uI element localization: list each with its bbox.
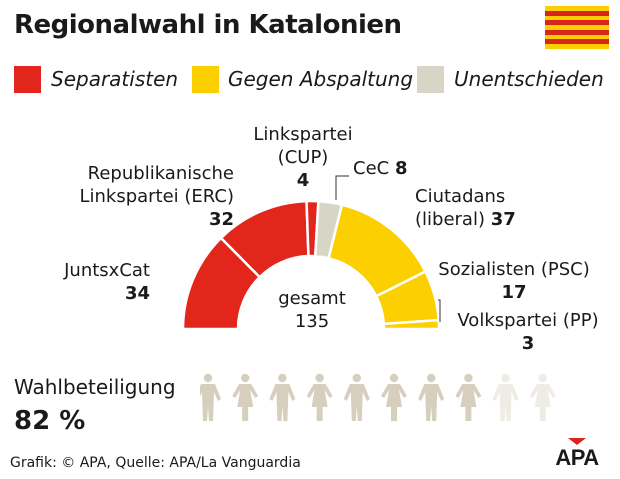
party-label-cup: Linkspartei (CUP) 4 [243,123,363,192]
legend-swatch-separatists [14,66,41,93]
flag-stripe [545,6,609,11]
flag-stripe [545,34,609,40]
seat-count: 32 [208,209,234,230]
party-name: Linkspartei (ERC) [79,186,234,207]
legend-label-against-secession: Gegen Abspaltung [228,67,414,91]
apa-logo: APA [543,438,611,470]
party-name: CeC [353,158,390,179]
person-icon [492,373,519,421]
flag-stripe [545,44,609,49]
turnout-value: 82 % [14,406,86,436]
party-name: (CUP) [277,147,329,168]
person-icon [232,373,259,421]
turnout-label: Wahlbeteiligung [14,375,176,399]
party-label-erc: Republikanische Linkspartei (ERC) 32 [40,162,234,231]
person-icon [529,373,556,421]
person-icon [455,373,482,421]
party-name: Republikanische [87,163,234,184]
catalonia-flag-icon [545,6,609,49]
person-icon [343,373,370,421]
person-icon [200,373,221,421]
apa-logo-text: APA [555,445,599,468]
seat-count: 34 [124,283,150,304]
leader-line-pp [438,299,441,322]
party-name: Linkspartei [253,124,353,145]
total-label: gesamt [278,288,346,309]
party-label-pp: Volkspartei (PP) 3 [453,309,603,355]
legend-label-undecided: Unentschieden [454,67,604,91]
leader-line-cec [335,175,349,200]
turnout-person-icons [200,373,556,421]
flag-stripe [545,15,609,21]
party-name: Volkspartei (PP) [457,310,599,331]
chart-title: Regionalwahl in Katalonien [14,10,402,40]
flag-stripe [545,39,609,45]
person-icon [381,373,407,421]
flag-stripe [545,25,609,30]
flag-stripe [545,29,609,35]
seat-count: 3 [521,333,535,354]
party-name: Sozialisten (PSC) [438,259,590,280]
party-name: Ciutadans [415,186,506,207]
party-label-cec: CeC 8 [353,157,407,180]
seat-count: 4 [296,170,310,191]
person-icon [418,373,445,421]
party-label-ciutadans: Ciutadans (liberal) 37 [415,185,516,231]
legend-swatch-against-secession [192,66,219,93]
party-name: (liberal) [415,209,485,230]
seat-count: 37 [490,209,516,230]
party-label-juntsxcat: JuntsxCat 34 [40,259,150,305]
person-icon [306,373,333,421]
total-seats-label: gesamt 135 [262,287,362,333]
legend-label-separatists: Separatisten [51,67,179,91]
seat-count: 8 [394,158,408,179]
flag-stripe [545,20,609,26]
flag-stripe [545,10,609,16]
total-value: 135 [294,311,330,332]
source-credit: Grafik: © APA, Quelle: APA/La Vanguardia [10,455,301,471]
legend-swatch-undecided [417,66,444,93]
party-label-psc: Sozialisten (PSC) 17 [433,258,595,304]
person-icon [269,373,296,421]
party-name: JuntsxCat [64,260,150,281]
chart-slice-volkspartei-pp [382,318,441,331]
seat-count: 17 [501,282,527,303]
